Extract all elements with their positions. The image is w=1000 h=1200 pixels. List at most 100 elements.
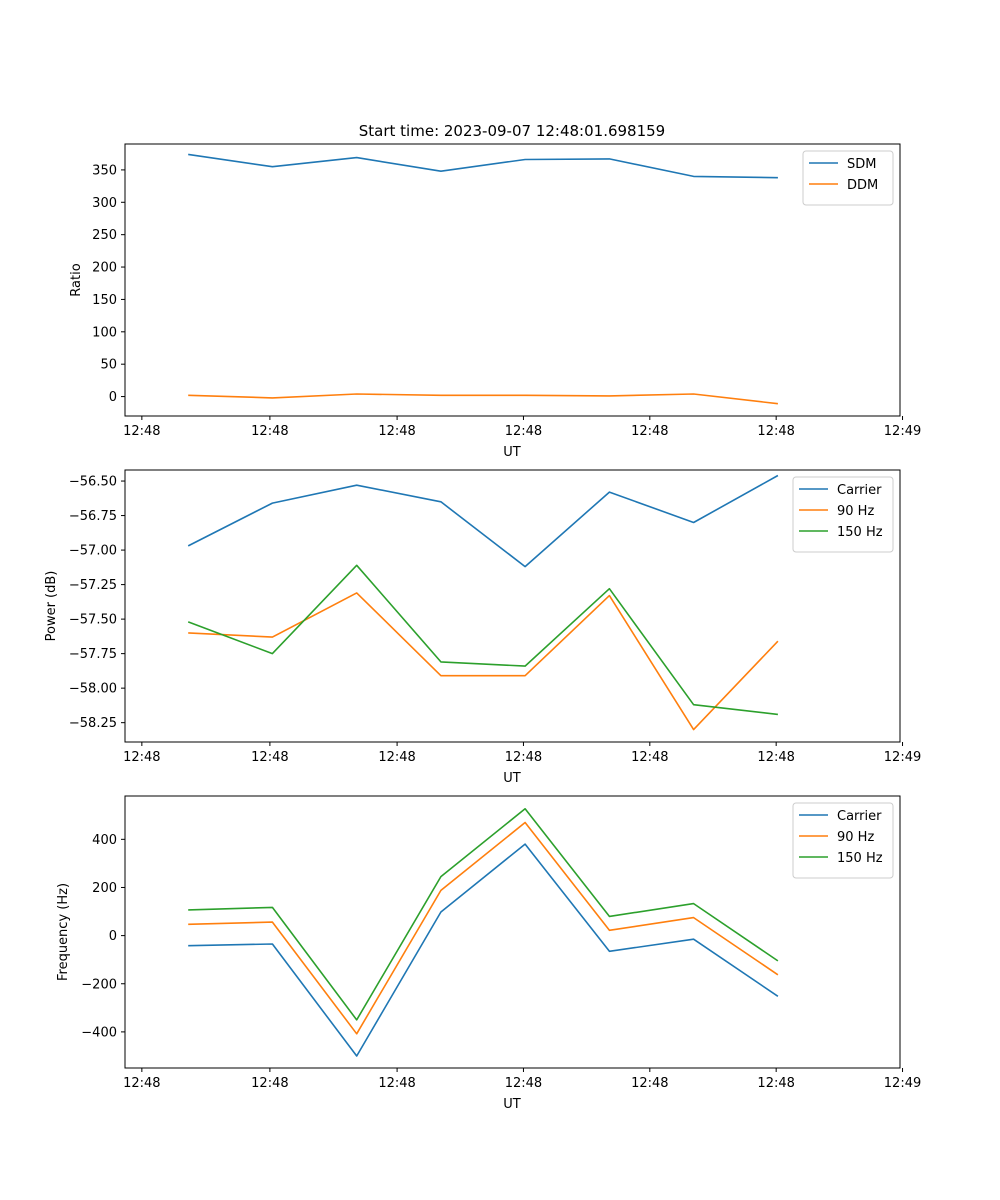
power-carrier-point <box>607 490 612 495</box>
frequency-y-label: Frequency (Hz) <box>56 883 71 981</box>
ratio-x-tick-label: 12:48 <box>757 424 794 439</box>
frequency-150-hz-point <box>775 958 780 963</box>
ratio-x-label: UT <box>503 445 521 460</box>
power-y-tick-label: −57.25 <box>69 578 117 593</box>
ratio-ddm-point <box>607 393 612 398</box>
ratio-x-tick-label: 12:48 <box>505 424 542 439</box>
power-x-tick-label: 12:48 <box>757 750 794 765</box>
power-150-hz-point <box>438 659 443 664</box>
frequency-legend-90-hz-label: 90 Hz <box>837 830 874 845</box>
power-90-hz-point <box>270 635 275 640</box>
power-90-hz-point <box>691 727 696 732</box>
ratio-sdm-point <box>523 157 528 162</box>
frequency-y-tick-label: 400 <box>92 833 117 848</box>
frequency-series-carrier-line <box>188 843 779 1057</box>
frequency-90-hz-point <box>523 820 528 825</box>
frequency-150-hz-point <box>607 914 612 919</box>
ratio-sdm-point <box>270 164 275 169</box>
ratio-ddm-point <box>523 393 528 398</box>
ratio-legend-sdm-label: SDM <box>847 157 876 172</box>
power-90-hz-point <box>186 630 191 635</box>
frequency-carrier-point <box>354 1053 359 1058</box>
power-carrier-point <box>186 543 191 548</box>
power-90-hz-point <box>775 639 780 644</box>
frequency-x-tick-label: 12:48 <box>378 1076 415 1091</box>
power-carrier-point <box>691 520 696 525</box>
ratio-y-tick-label: 50 <box>100 358 117 373</box>
power-x-tick-label: 12:49 <box>884 750 921 765</box>
power-y-tick-label: −57.75 <box>69 647 117 662</box>
frequency-carrier-point <box>438 910 443 915</box>
ratio-ddm-point <box>270 395 275 400</box>
power-series-90-hz-line <box>188 592 779 731</box>
power-legend-carrier-label: Carrier <box>837 483 882 498</box>
power-carrier-point <box>438 499 443 504</box>
frequency-x-tick-label: 12:48 <box>757 1076 794 1091</box>
ratio-sdm-point <box>186 152 191 157</box>
ratio-y-tick-label: 200 <box>92 261 117 276</box>
frequency-series-90-hz-line <box>188 821 779 1035</box>
power-y-tick-label: −56.75 <box>69 509 117 524</box>
ratio-series-sdm-line <box>188 153 778 179</box>
power-y-tick-label: −58.25 <box>69 716 117 731</box>
power-legend <box>792 476 894 553</box>
power-150-hz-point <box>186 619 191 624</box>
power-150-hz-point <box>607 586 612 591</box>
frequency-carrier-point <box>270 942 275 947</box>
ratio-y-label: Ratio <box>69 263 84 296</box>
power-90-hz-point <box>523 673 528 678</box>
frequency-y-tick-label: −400 <box>81 1025 117 1040</box>
ratio-y-tick-label: 150 <box>92 293 117 308</box>
power-series-150-hz-line <box>187 564 778 716</box>
ratio-x-tick-label: 12:48 <box>123 424 160 439</box>
frequency-y-tick-label: −200 <box>81 977 117 992</box>
frequency-plot-frame <box>124 795 901 1069</box>
ratio-sdm-point <box>775 175 780 180</box>
frequency-x-tick-label: 12:49 <box>884 1076 921 1091</box>
frequency-150-hz-point <box>270 905 275 910</box>
ratio-y-tick-label: 100 <box>92 325 117 340</box>
power-x-tick-label: 12:48 <box>378 750 415 765</box>
frequency-x-label: UT <box>503 1097 521 1112</box>
frequency-90-hz-point <box>354 1031 359 1036</box>
frequency-90-hz-point <box>186 922 191 927</box>
ratio-x-tick-label: 12:48 <box>251 424 288 439</box>
power-legend-150-hz-label: 150 Hz <box>837 525 883 540</box>
power-y-label: Power (dB) <box>44 571 59 642</box>
frequency-90-hz-point <box>691 915 696 920</box>
power-90-hz-point <box>607 593 612 598</box>
power-90-hz-point <box>438 673 443 678</box>
frequency-legend-150-hz-label: 150 Hz <box>837 851 883 866</box>
power-150-hz-point <box>775 712 780 717</box>
power-y-tick-label: −57.00 <box>69 544 117 559</box>
frequency-y-tick-label: 0 <box>109 929 117 944</box>
frequency-y-tick-label: 200 <box>92 881 117 896</box>
power-carrier-point <box>775 473 780 478</box>
ratio-series-ddm-line <box>188 393 778 405</box>
power-90-hz-point <box>354 590 359 595</box>
ratio-ddm-point <box>186 393 191 398</box>
power-y-tick-label: −56.50 <box>69 475 117 490</box>
ratio-y-tick-label: 0 <box>109 390 117 405</box>
ratio-ddm-point <box>438 393 443 398</box>
frequency-x-tick-label: 12:48 <box>505 1076 542 1091</box>
power-y-tick-label: −58.00 <box>69 682 117 697</box>
power-x-tick-label: 12:48 <box>631 750 668 765</box>
ratio-x-tick-label: 12:48 <box>631 424 668 439</box>
power-x-label: UT <box>503 771 521 786</box>
frequency-carrier-point <box>186 943 191 948</box>
frequency-x-tick-label: 12:48 <box>631 1076 668 1091</box>
ratio-sdm-point <box>607 156 612 161</box>
frequency-carrier-point <box>691 937 696 942</box>
frequency-carrier-point <box>607 949 612 954</box>
ratio-y-tick-label: 250 <box>92 228 117 243</box>
ratio-ddm-point <box>775 401 780 406</box>
frequency-150-hz-point <box>438 874 443 879</box>
ratio-ddm-point <box>354 391 359 396</box>
frequency-90-hz-point <box>270 920 275 925</box>
figure-title: Start time: 2023-09-07 12:48:01.698159 <box>359 122 665 140</box>
frequency-90-hz-point <box>607 928 612 933</box>
subplot-power: Power (dB) UT 12:48 12:48 12:48 12:48 12:48 1… <box>44 469 921 786</box>
frequency-carrier-point <box>523 842 528 847</box>
